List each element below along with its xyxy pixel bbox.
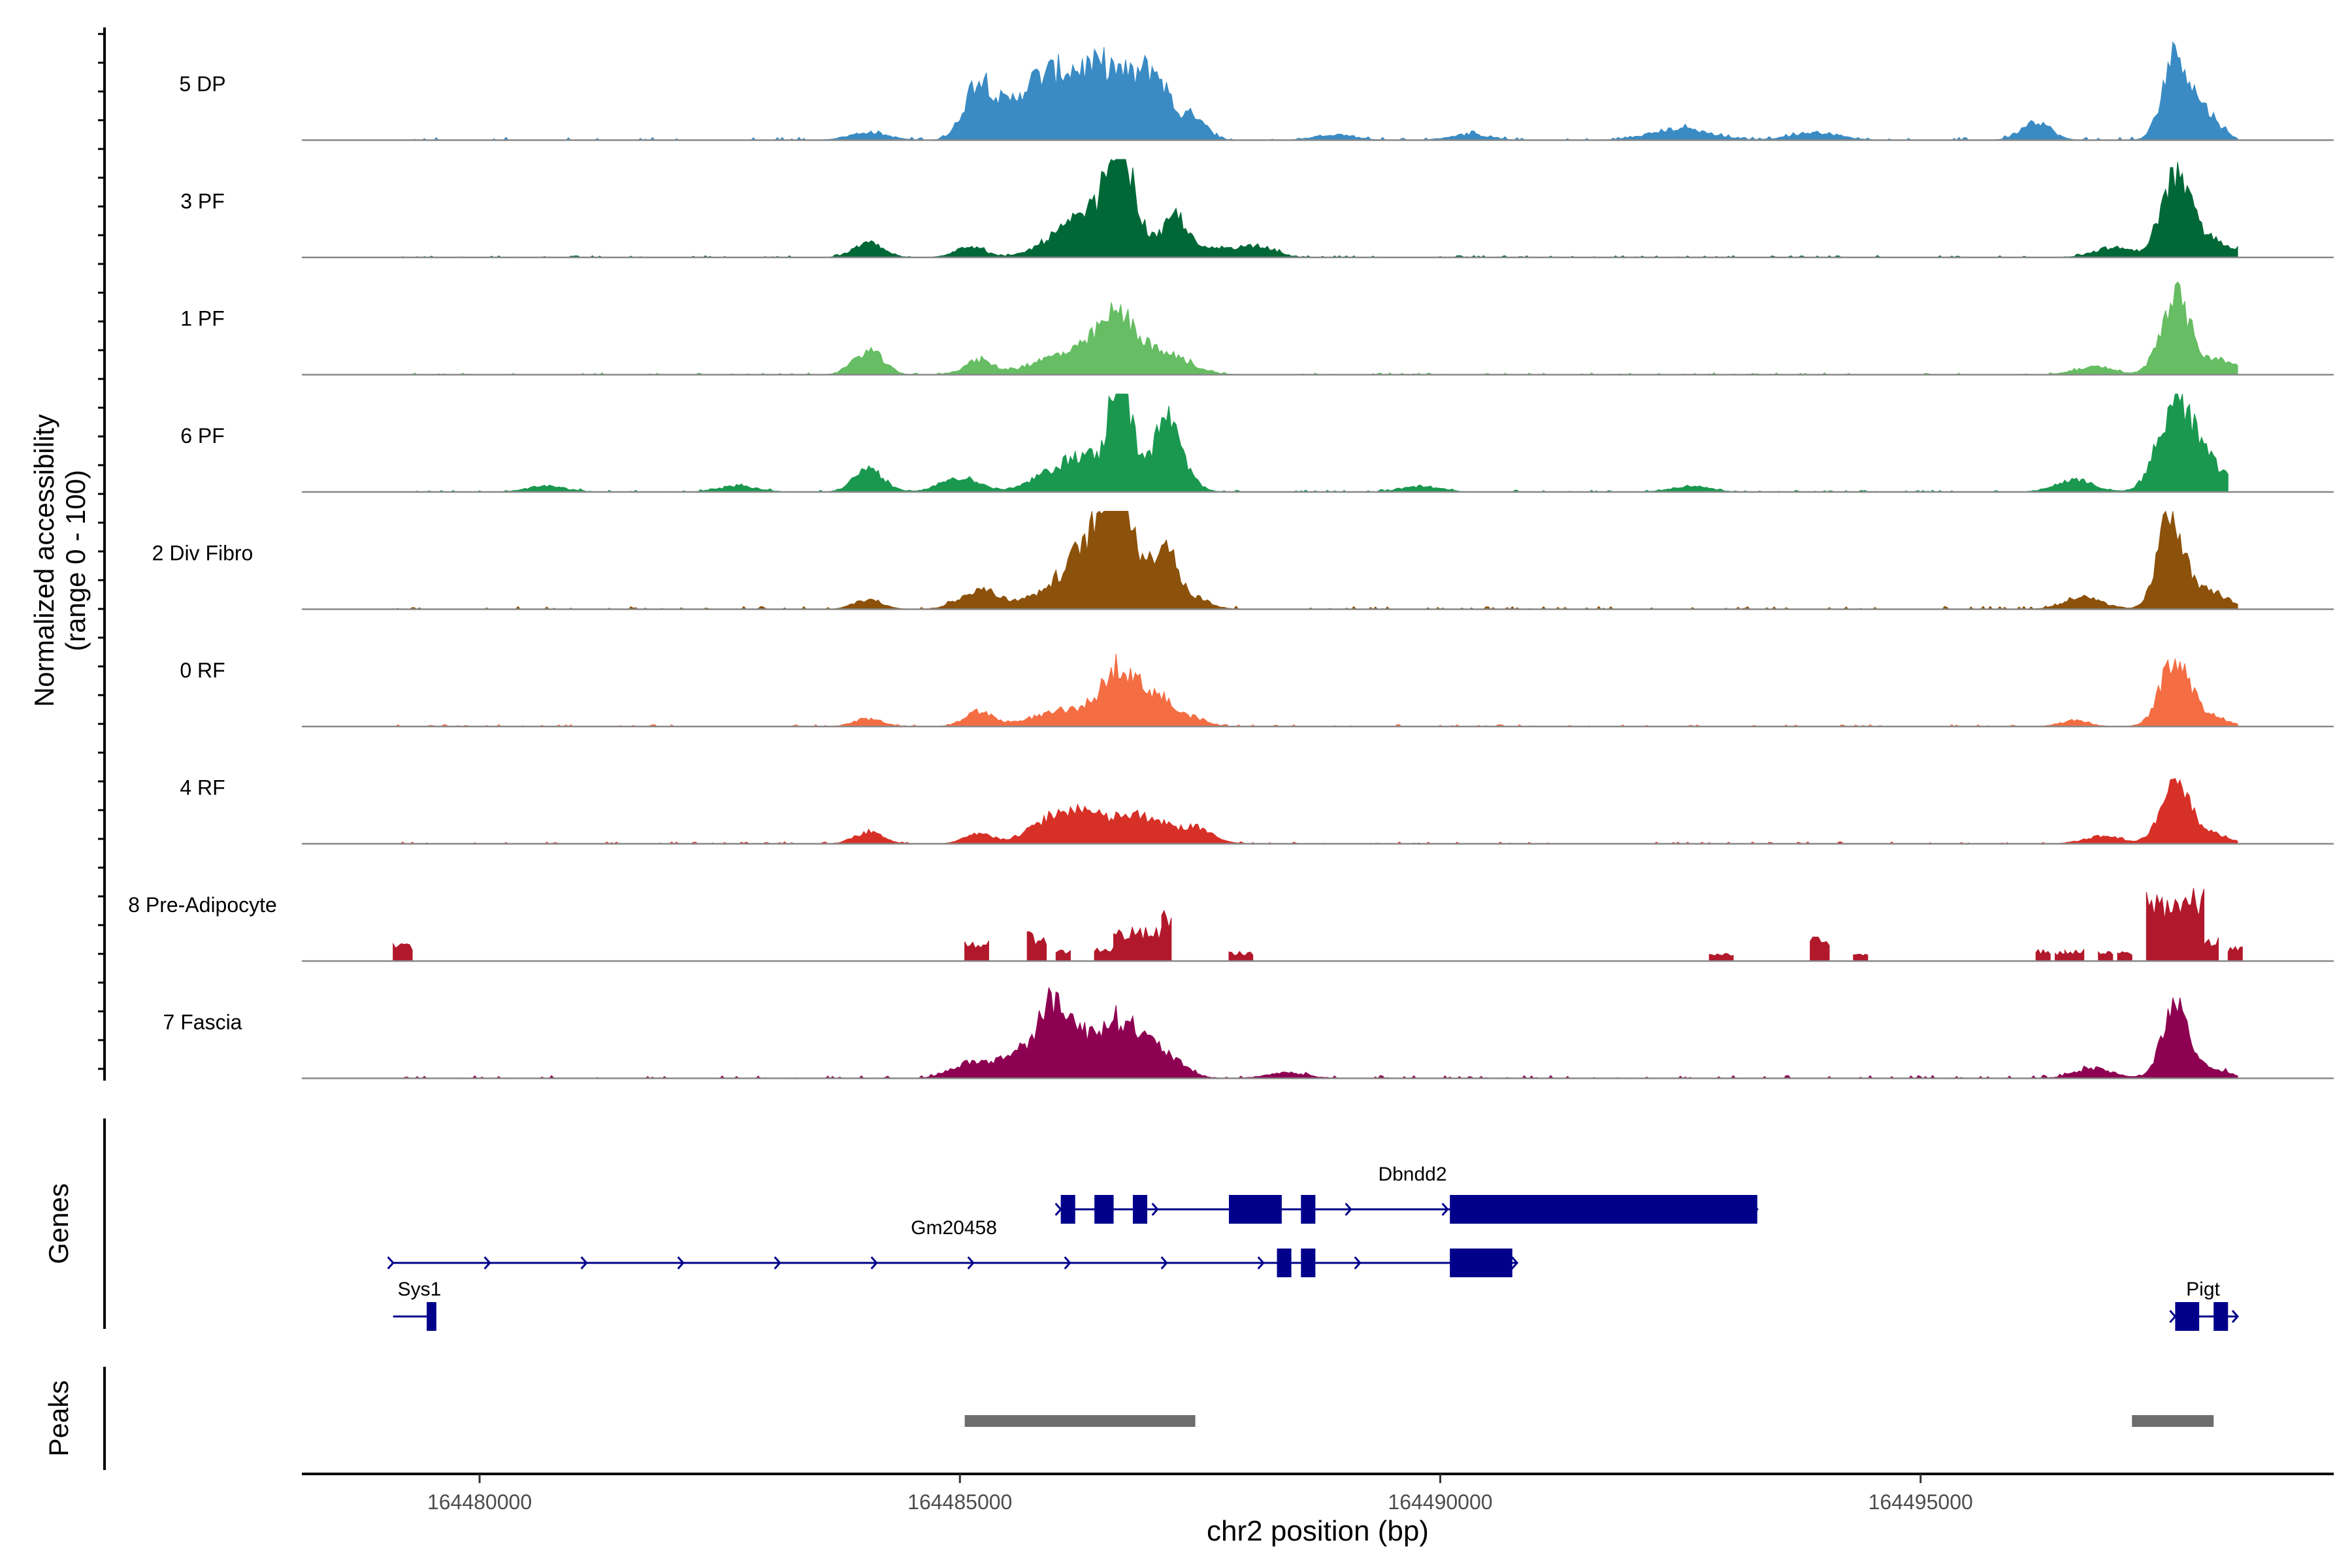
gene-sys1: Sys1 bbox=[393, 1279, 442, 1331]
coverage-tracks: 5 DP 3 PF 1 PF 6 PF 2 Div Fibro 0 RF 4 RF 8 Pre… bbox=[128, 41, 2334, 1079]
strand-arrow-icon bbox=[1354, 1256, 1362, 1269]
track-1-pf: 1 PF bbox=[180, 281, 2334, 376]
track-label: 0 RF bbox=[180, 659, 225, 682]
strand-arrow-icon bbox=[580, 1256, 588, 1269]
y-axis-title-line2: (range 0 - 100) bbox=[60, 470, 91, 651]
track-7-fascia: 7 Fascia bbox=[163, 987, 2334, 1079]
gene-exon bbox=[1450, 1249, 1512, 1277]
x-tick-label: 164480000 bbox=[427, 1490, 532, 1514]
gene-exon bbox=[1301, 1249, 1316, 1277]
track-coverage-area bbox=[393, 159, 2238, 258]
track-label: 8 Pre-Adipocyte bbox=[128, 893, 277, 917]
gene-dbndd2: Dbndd2 bbox=[1054, 1164, 1759, 1224]
y-axis-title-line1: Normalized accessibility bbox=[29, 414, 59, 707]
coverage-y-axis bbox=[98, 27, 106, 1081]
track-2-div-fibro: 2 Div Fibro bbox=[152, 510, 2334, 610]
track-0-rf: 0 RF bbox=[180, 653, 2334, 728]
track-6-pf: 6 PF bbox=[180, 393, 2334, 493]
gene-pigt: Pigt bbox=[2169, 1279, 2239, 1331]
x-tick-label: 164495000 bbox=[1869, 1490, 1973, 1514]
strand-arrow-icon bbox=[1441, 1203, 1449, 1216]
gene-exon bbox=[1228, 1195, 1282, 1224]
track-label: 3 PF bbox=[180, 189, 225, 213]
strand-arrow-icon bbox=[774, 1256, 781, 1269]
strand-arrow-icon bbox=[1054, 1203, 1062, 1216]
track-coverage-area bbox=[393, 281, 2238, 376]
peak-region-track bbox=[964, 1415, 2214, 1427]
strand-arrow-icon bbox=[483, 1256, 491, 1269]
strand-arrow-icon bbox=[1151, 1203, 1159, 1216]
strand-arrow-icon bbox=[1511, 1256, 1519, 1269]
strand-arrow-icon bbox=[870, 1256, 878, 1269]
gene-gm20458: Gm20458 bbox=[387, 1217, 1519, 1277]
gene-exon bbox=[1450, 1195, 1757, 1224]
gene-exon bbox=[427, 1302, 436, 1331]
track-5-dp: 5 DP bbox=[179, 41, 2334, 141]
track-label: 6 PF bbox=[180, 424, 225, 448]
gene-label: Pigt bbox=[2186, 1279, 2220, 1300]
track-coverage-area bbox=[393, 987, 2238, 1079]
track-coverage-area bbox=[393, 393, 2229, 493]
strand-arrow-icon bbox=[677, 1256, 685, 1269]
track-coverage-area bbox=[393, 777, 2238, 845]
track-coverage-area bbox=[393, 888, 2243, 962]
gene-label: Dbndd2 bbox=[1378, 1164, 1446, 1185]
track-8-pre-adipocyte: 8 Pre-Adipocyte bbox=[128, 888, 2334, 962]
track-label: 4 RF bbox=[180, 776, 225, 800]
strand-arrow-icon bbox=[387, 1256, 395, 1269]
gene-label: Gm20458 bbox=[911, 1217, 997, 1239]
gene-label: Sys1 bbox=[398, 1279, 442, 1300]
gene-exon bbox=[1094, 1195, 1114, 1224]
track-coverage-area bbox=[393, 653, 2238, 727]
track-coverage-area bbox=[393, 510, 2238, 610]
gene-annotation-track: Dbndd2 Gm20458 Sys1 Pigt bbox=[387, 1164, 2239, 1331]
gene-exon bbox=[2175, 1302, 2200, 1331]
track-label: 2 Div Fibro bbox=[152, 542, 253, 565]
peaks-panel-title: Peaks bbox=[43, 1380, 74, 1457]
strand-arrow-icon bbox=[1064, 1256, 1071, 1269]
track-label: 7 Fascia bbox=[163, 1011, 242, 1034]
gene-exon bbox=[1277, 1249, 1292, 1277]
x-axis-title: chr2 position (bp) bbox=[1207, 1515, 1429, 1547]
track-label: 1 PF bbox=[180, 307, 225, 331]
strand-arrow-icon bbox=[2231, 1310, 2239, 1323]
peak-region-bar bbox=[964, 1415, 1196, 1427]
x-axis-ticks: 164480000 164485000 164490000 164495000 bbox=[427, 1474, 1973, 1514]
strand-arrow-icon bbox=[1345, 1203, 1352, 1216]
track-3-pf: 3 PF bbox=[180, 159, 2334, 259]
strand-arrow-icon bbox=[967, 1256, 975, 1269]
genes-panel-title: Genes bbox=[43, 1183, 74, 1264]
track-coverage-area bbox=[393, 41, 2238, 141]
track-label: 5 DP bbox=[179, 73, 225, 96]
x-tick-label: 164485000 bbox=[907, 1490, 1012, 1514]
peak-region-bar bbox=[2132, 1415, 2214, 1427]
gene-exon bbox=[1060, 1195, 1075, 1224]
gene-exon bbox=[1132, 1195, 1147, 1224]
x-tick-label: 164490000 bbox=[1388, 1490, 1492, 1514]
gene-exon bbox=[1301, 1195, 1316, 1224]
strand-arrow-icon bbox=[2169, 1310, 2177, 1323]
strand-arrow-icon bbox=[1160, 1256, 1168, 1269]
strand-arrow-icon bbox=[1257, 1256, 1265, 1269]
track-4-rf: 4 RF bbox=[180, 776, 2334, 845]
gene-exon bbox=[2213, 1302, 2229, 1331]
